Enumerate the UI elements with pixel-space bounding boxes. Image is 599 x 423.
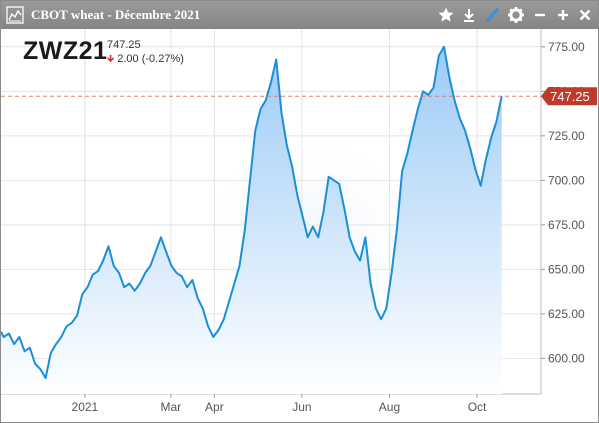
download-icon[interactable] xyxy=(460,6,478,24)
x-tick-label: Oct xyxy=(468,400,487,414)
x-tick-label: Aug xyxy=(379,400,400,414)
price-area xyxy=(1,46,502,395)
x-tick-label: Apr xyxy=(205,400,224,414)
y-tick-label: 775.00 xyxy=(548,40,585,54)
down-arrow-icon: 🡻 xyxy=(107,54,115,65)
contract-symbol: ZWZ21 xyxy=(23,37,108,65)
y-tick-label: 675.00 xyxy=(548,218,585,232)
gear-icon[interactable] xyxy=(507,6,525,24)
star-icon[interactable] xyxy=(437,6,455,24)
y-tick-label: 625.00 xyxy=(548,307,585,321)
last-price-tag xyxy=(541,87,597,106)
y-tick-label: 725.00 xyxy=(548,129,585,143)
title-bar: CBOT wheat - Décembre 2021 xyxy=(1,1,598,29)
x-tick-label: Mar xyxy=(161,400,182,414)
last-price: 747.25 xyxy=(107,39,141,51)
x-tick-label: Jun xyxy=(292,400,311,414)
minimize-icon[interactable] xyxy=(531,6,549,24)
change-percent: (-0.27%) xyxy=(141,53,184,65)
price-chart[interactable]: 775.00750.00725.00700.00675.00650.00625.… xyxy=(1,29,598,422)
close-icon[interactable] xyxy=(576,6,594,24)
change-value: 2.00 xyxy=(117,53,139,65)
y-tick-label: 650.00 xyxy=(548,262,585,276)
price-change: 🡻 2.00 (-0.27%) xyxy=(107,52,184,69)
window-title: CBOT wheat - Décembre 2021 xyxy=(31,7,201,22)
x-tick-label: 2021 xyxy=(72,400,99,414)
chart-icon xyxy=(6,6,24,24)
pencil-icon[interactable] xyxy=(484,6,502,24)
price-line xyxy=(1,45,503,379)
last-price-tag-label: 747.25 xyxy=(550,89,590,104)
y-tick-label: 700.00 xyxy=(548,173,585,187)
y-tick-label: 600.00 xyxy=(548,351,585,365)
add-icon[interactable] xyxy=(554,6,572,24)
